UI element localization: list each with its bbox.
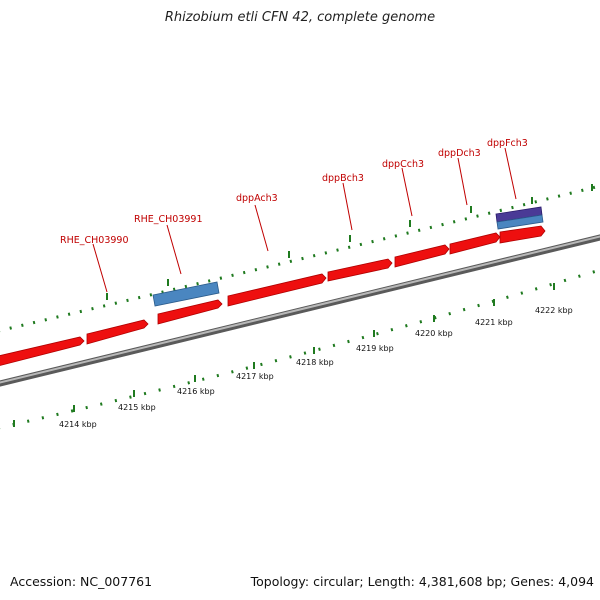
gene-arrow bbox=[86, 319, 149, 345]
upper-major-ticks bbox=[106, 184, 593, 300]
kbp-label-4215: 4215 kbp bbox=[118, 403, 156, 412]
gene-label-rhe-ch03990: RHE_CH03990 bbox=[60, 235, 129, 246]
gene-arrow bbox=[0, 336, 85, 366]
kbp-label-4216: 4216 kbp bbox=[177, 387, 215, 396]
map-title: Rhizobium etli CFN 42, complete genome bbox=[164, 10, 436, 25]
feature-blocks bbox=[152, 206, 544, 307]
gene-labels: RHE_CH03990 RHE_CH03991 dppAch3 dppBch3 … bbox=[60, 138, 528, 246]
kbp-label-4217: 4217 kbp bbox=[236, 372, 274, 381]
kbp-label-4221: 4221 kbp bbox=[475, 318, 513, 327]
gene-label-dppdch3: dppDch3 bbox=[438, 148, 481, 159]
kbp-label-4222: 4222 kbp bbox=[535, 306, 573, 315]
accession-text: Accession: NC_007761 bbox=[10, 574, 153, 589]
forward-genes bbox=[0, 225, 546, 366]
gene-label-dppfch3: dppFch3 bbox=[487, 138, 528, 149]
gene-label-dppcch3: dppCch3 bbox=[382, 159, 424, 170]
blue-feature bbox=[496, 214, 544, 230]
gene-arrow bbox=[327, 258, 393, 282]
gene-arrow bbox=[449, 232, 501, 255]
lower-tick-ruler bbox=[0, 268, 600, 430]
gene-label-dppbch3: dppBch3 bbox=[322, 173, 364, 184]
kbp-label-4218: 4218 kbp bbox=[296, 358, 334, 367]
gene-arrow bbox=[157, 299, 223, 325]
kbp-labels: 4214 kbp 4215 kbp 4216 kbp 4217 kbp 4218… bbox=[59, 306, 573, 429]
lower-major-ticks bbox=[13, 283, 555, 427]
gene-label-rhe-ch03991: RHE_CH03991 bbox=[134, 214, 203, 225]
gene-arrow bbox=[227, 273, 327, 307]
gene-label-dppach3: dppAch3 bbox=[236, 193, 278, 204]
genome-backbone bbox=[0, 234, 600, 387]
gene-arrow bbox=[394, 244, 450, 268]
blue-feature bbox=[152, 281, 220, 307]
kbp-label-4219: 4219 kbp bbox=[356, 344, 394, 353]
label-leaders bbox=[92, 147, 517, 293]
genome-stats-text: Topology: circular; Length: 4,381,608 bp… bbox=[250, 574, 594, 589]
kbp-label-4214: 4214 kbp bbox=[59, 420, 97, 429]
kbp-label-4220: 4220 kbp bbox=[415, 329, 453, 338]
gene-arrow bbox=[499, 225, 546, 244]
